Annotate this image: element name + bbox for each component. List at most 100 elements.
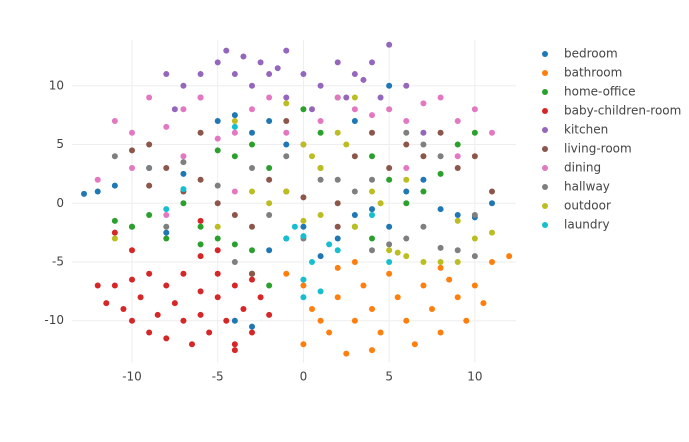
legend-label: living-room (564, 142, 632, 156)
point (377, 94, 384, 101)
point (240, 305, 247, 312)
point (471, 212, 478, 219)
y-tick-label: 5 (56, 137, 64, 151)
legend-label: outdoor (564, 199, 611, 213)
point (266, 247, 273, 254)
point (146, 165, 153, 172)
point (369, 235, 375, 242)
point (300, 233, 307, 240)
legend-marker (542, 184, 548, 190)
point (309, 153, 315, 160)
x-tick-label: 5 (385, 370, 393, 384)
point (471, 106, 478, 113)
point (334, 176, 341, 183)
point (369, 188, 375, 195)
point (471, 253, 478, 260)
point (309, 305, 315, 312)
point (180, 153, 187, 160)
point (506, 253, 513, 260)
point (163, 206, 170, 213)
point (103, 300, 110, 307)
point (317, 317, 324, 324)
point (249, 106, 255, 113)
point (403, 129, 410, 136)
point (249, 323, 255, 330)
point (471, 153, 478, 160)
point (386, 82, 393, 89)
point (420, 100, 427, 107)
legend-item: kitchen (542, 123, 608, 137)
legend-marker (542, 146, 548, 152)
point (369, 112, 375, 119)
point (137, 294, 144, 301)
point (300, 341, 307, 348)
y-tick-label: 0 (56, 196, 64, 210)
point (343, 94, 350, 101)
point (317, 253, 324, 260)
legend-item: hallway (542, 180, 610, 194)
point (454, 212, 461, 219)
point (454, 294, 461, 301)
point (163, 223, 170, 230)
point (197, 71, 204, 78)
point (111, 153, 118, 160)
point (206, 329, 213, 336)
point (163, 335, 170, 342)
point (146, 329, 153, 336)
point (351, 223, 358, 230)
point (180, 200, 187, 207)
point (231, 118, 238, 125)
point (420, 223, 427, 230)
point (111, 229, 118, 236)
point (197, 253, 204, 260)
point (420, 188, 427, 195)
legend-marker (542, 222, 548, 228)
point (454, 165, 461, 172)
point (283, 118, 290, 125)
point (283, 94, 290, 101)
point (360, 282, 367, 289)
point (266, 200, 273, 207)
point (351, 118, 358, 125)
point (369, 59, 375, 66)
point (351, 317, 358, 324)
point (454, 153, 461, 160)
legend-item: bathroom (542, 66, 622, 80)
point (437, 170, 444, 177)
point (231, 258, 238, 265)
point (214, 235, 221, 242)
point (309, 106, 315, 113)
point (171, 300, 178, 307)
point (369, 176, 375, 183)
point (129, 147, 135, 154)
point (420, 129, 427, 136)
point (300, 194, 307, 201)
point (437, 153, 444, 160)
point (249, 82, 255, 89)
legend-marker (542, 203, 548, 209)
point (214, 200, 221, 207)
point (300, 276, 307, 283)
point (334, 264, 341, 271)
point (403, 176, 410, 183)
point (471, 129, 478, 136)
point (231, 71, 238, 78)
point (163, 282, 170, 289)
point (300, 223, 307, 230)
point (351, 94, 358, 101)
point (326, 241, 333, 248)
point (394, 249, 401, 256)
point (197, 94, 204, 101)
point (291, 223, 298, 230)
point (351, 71, 358, 78)
point (249, 165, 255, 172)
point (197, 311, 204, 318)
point (231, 212, 238, 219)
point (386, 223, 393, 230)
point (111, 217, 118, 224)
point (420, 258, 427, 265)
point (197, 129, 204, 136)
point (317, 82, 324, 89)
legend-item: dining (542, 161, 601, 175)
point (214, 223, 221, 230)
